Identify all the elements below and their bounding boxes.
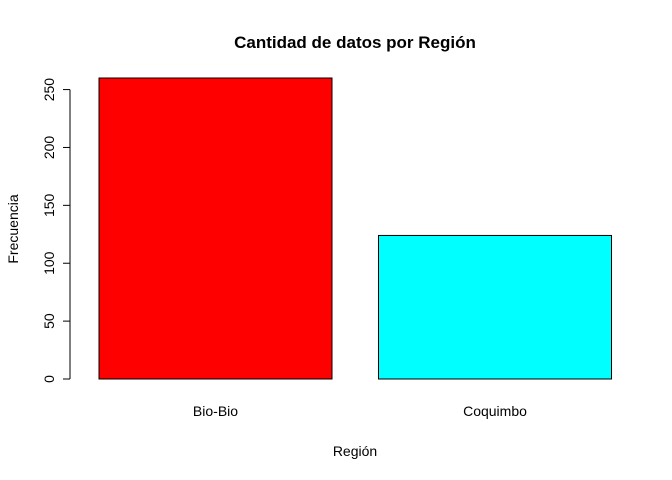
y-axis: 0 50 100 150 200 250 (41, 78, 71, 383)
x-axis-label: Región (333, 443, 377, 459)
y-tick-label: 100 (41, 251, 57, 275)
x-tick-label: Coquimbo (463, 403, 527, 419)
x-tick-labels: Bio-Bio Coquimbo (193, 403, 527, 419)
y-tick-label: 250 (41, 78, 57, 102)
x-tick-label: Bio-Bio (193, 403, 238, 419)
bars-group (98, 77, 612, 380)
y-tick-label: 50 (41, 313, 57, 329)
y-tick-label: 150 (41, 193, 57, 217)
bar-bio-bio (98, 77, 333, 380)
y-axis-label: Frecuencia (5, 194, 21, 263)
chart-title: Cantidad de datos por Región (234, 33, 476, 52)
y-tick-label: 200 (41, 136, 57, 160)
bar-coquimbo (378, 234, 612, 380)
y-tick-label: 0 (41, 375, 57, 383)
